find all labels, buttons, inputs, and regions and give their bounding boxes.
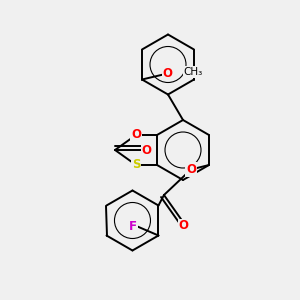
Text: O: O — [163, 67, 172, 80]
Text: O: O — [142, 143, 152, 157]
Text: O: O — [186, 163, 196, 176]
Text: O: O — [178, 219, 188, 232]
Text: F: F — [129, 220, 137, 233]
Text: CH₃: CH₃ — [183, 67, 203, 77]
Text: O: O — [131, 128, 141, 142]
Text: S: S — [132, 158, 140, 172]
